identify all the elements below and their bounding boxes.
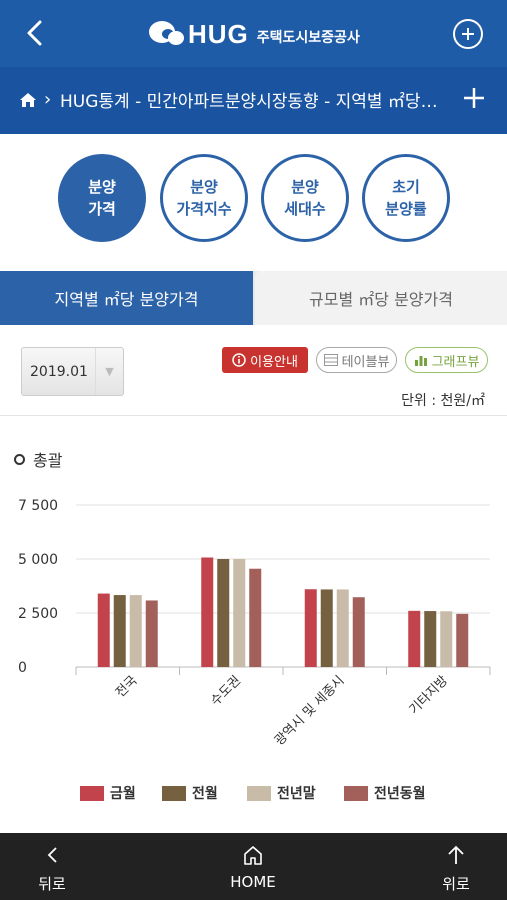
bar (217, 559, 230, 667)
bar (424, 611, 437, 667)
bar (336, 589, 349, 667)
x-tick-label: 광역시 및 세종시 (272, 673, 348, 749)
breadcrumb: › HUG통계 - 민간아파트분양시장동향 - 지역별 ㎡당 분양가격 (0, 67, 507, 134)
category-price-index[interactable]: 분양 가격지수 (160, 154, 248, 242)
unit-label: 단위 : 천원/㎡ (401, 393, 485, 409)
legend-label: 전년말 (277, 786, 316, 802)
usage-guide-label: 이용안내 (250, 354, 298, 370)
logo-text: HUG (188, 18, 249, 49)
back-arrow-button[interactable] (18, 16, 52, 50)
legend-item[interactable]: 금월 (80, 783, 136, 803)
chart-legend: 금월 전월 전년말 전년동월 (0, 780, 507, 806)
bar (304, 589, 317, 667)
bar (113, 595, 126, 667)
table-icon (323, 354, 338, 366)
legend-swatch (162, 785, 186, 801)
section-divider (0, 415, 507, 416)
bar (320, 589, 333, 667)
nav-home-button[interactable]: HOME (213, 843, 293, 891)
bar (440, 611, 453, 667)
graph-view-label: 그래프뷰 (431, 354, 480, 370)
y-tick-label: 7 500 (18, 498, 58, 514)
nav-up-label: 위로 (442, 875, 470, 893)
category-households[interactable]: 분양 세대수 (261, 154, 349, 242)
bar (233, 559, 246, 667)
table-view-label: 테이블뷰 (341, 354, 390, 370)
legend-swatch (247, 785, 271, 801)
bar (97, 593, 110, 667)
circle-bullet-icon (14, 453, 25, 465)
usage-guide-button[interactable]: 이용안내 (222, 347, 308, 373)
nav-back-label: 뒤로 (38, 875, 66, 893)
bar (249, 568, 262, 667)
nav-back-button[interactable]: 뒤로 (12, 843, 92, 894)
bar (145, 600, 158, 667)
table-view-button[interactable]: 테이블뷰 (316, 347, 397, 373)
dropdown-arrow-icon: ▼ (95, 348, 123, 395)
arrow-up-icon (448, 845, 464, 864)
hug-logo: HUG 주택도시보증공사 (148, 12, 360, 56)
logo-subtitle: 주택도시보증공사 (256, 30, 360, 46)
tab-region-price[interactable]: 지역별 ㎡당 분양가격 (0, 271, 253, 325)
y-tick-label: 0 (18, 660, 27, 676)
tab-size-price[interactable]: 규모별 ㎡당 분양가격 (255, 271, 507, 325)
chevron-left-icon (27, 20, 42, 46)
info-icon (232, 353, 246, 367)
graph-view-button[interactable]: 그래프뷰 (405, 347, 488, 373)
legend-label: 금월 (110, 786, 136, 802)
x-tick-label: 전국 (113, 673, 141, 701)
legend-item[interactable]: 전월 (162, 783, 218, 803)
breadcrumb-chevron-icon: › (44, 89, 52, 110)
app-header: HUG 주택도시보증공사 (0, 0, 507, 67)
legend-label: 전월 (192, 786, 218, 802)
category-initial-rate[interactable]: 초기 분양률 (362, 154, 450, 242)
y-tick-label: 2 500 (18, 606, 58, 622)
view-tabs: 지역별 ㎡당 분양가격 규모별 ㎡당 분양가격 (0, 271, 507, 325)
nav-up-button[interactable]: 위로 (416, 843, 496, 894)
category-menu: 분양 가격 분양 가격지수 분양 세대수 초기 분양률 (0, 134, 507, 270)
bar-chart-icon (414, 356, 427, 366)
bar (129, 595, 142, 667)
category-price[interactable]: 분양 가격 (58, 154, 146, 242)
plus-icon (462, 28, 474, 40)
x-tick-label: 기타지방 (407, 673, 451, 717)
bar (352, 597, 365, 667)
section-heading: 총괄 (14, 447, 62, 471)
chevron-left-icon (47, 847, 57, 863)
legend-swatch (80, 785, 104, 801)
legend-item[interactable]: 전년동월 (344, 783, 426, 803)
y-tick-label: 5 000 (18, 552, 58, 568)
bar (456, 613, 469, 667)
bar (408, 610, 421, 667)
section-title: 총괄 (33, 451, 63, 470)
home-icon[interactable] (19, 91, 37, 109)
price-bar-chart: 0 2 500 5 000 7 500 전국 수도권 광역시 및 세종시 기타지방 (18, 498, 491, 749)
nav-home-label: HOME (230, 873, 276, 891)
add-menu-button[interactable] (453, 19, 483, 49)
legend-item[interactable]: 전년말 (247, 783, 316, 803)
bottom-navigation: 뒤로 HOME 위로 (0, 833, 507, 900)
hug-logo-mark-icon (148, 18, 186, 50)
expand-plus-icon[interactable] (461, 85, 487, 111)
month-select[interactable]: 2019.01 ▼ (21, 347, 124, 396)
breadcrumb-path[interactable]: HUG통계 - 민간아파트분양시장동향 - 지역별 ㎡당 분양가격 (60, 92, 440, 112)
month-select-value: 2019.01 (30, 363, 88, 380)
legend-label: 전년동월 (374, 786, 426, 802)
home-icon (244, 846, 262, 865)
bar (201, 557, 214, 667)
legend-swatch (344, 785, 368, 801)
x-tick-label: 수도권 (208, 673, 244, 709)
